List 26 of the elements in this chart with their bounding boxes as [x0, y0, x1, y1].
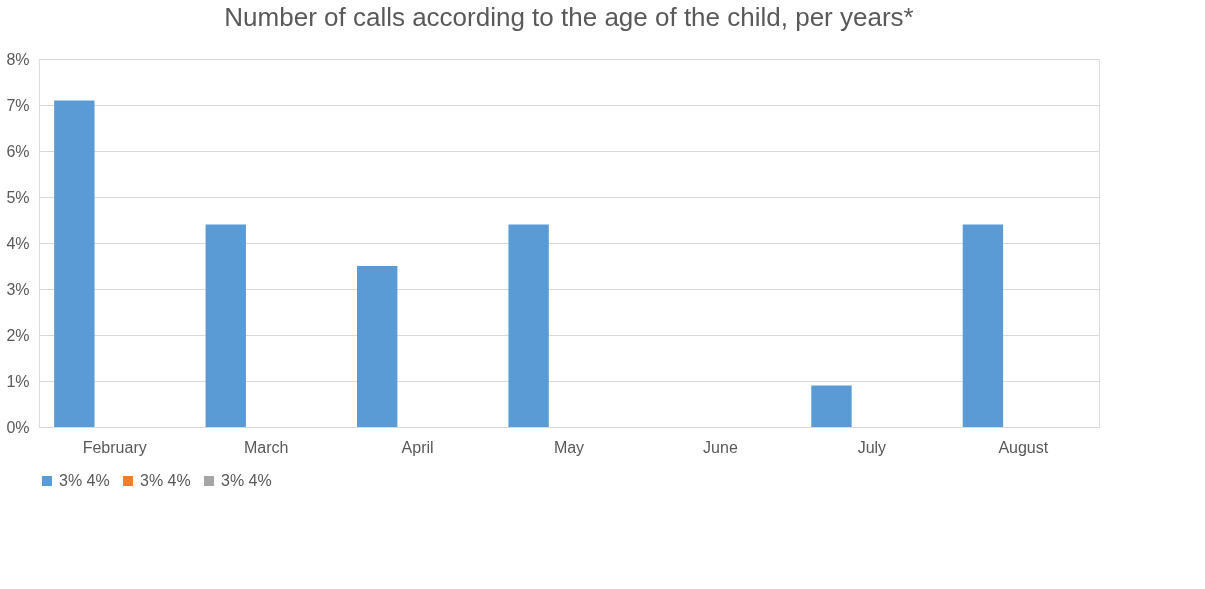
bar — [811, 385, 852, 427]
bar — [54, 100, 95, 427]
bar — [357, 266, 398, 427]
y-tick-label: 0% — [6, 418, 30, 436]
legend-label: 3% 4% — [221, 472, 272, 489]
y-tick-label: 5% — [6, 188, 30, 206]
legend-label: 3% 4% — [59, 472, 110, 489]
x-tick-label: April — [401, 438, 434, 456]
x-tick-label: May — [553, 438, 585, 456]
y-tick-label: 2% — [6, 326, 30, 344]
y-tick-label: 3% — [6, 280, 30, 298]
y-tick-label: 6% — [6, 142, 30, 160]
x-tick-label: July — [857, 438, 887, 456]
x-tick-label: August — [998, 438, 1049, 456]
y-tick-label: 8% — [6, 50, 30, 68]
x-tick-label: June — [703, 438, 738, 456]
y-tick-label: 4% — [6, 234, 30, 252]
x-tick-label: March — [243, 438, 289, 456]
y-tick-label: 7% — [6, 96, 30, 114]
bar — [205, 224, 246, 427]
bar — [508, 224, 549, 427]
bar — [962, 224, 1004, 427]
y-tick-label: 1% — [6, 372, 30, 390]
legend-label: 3% 4% — [140, 472, 191, 489]
chart-title: Number of calls according to the age of the child, per years* — [224, 2, 914, 32]
x-tick-label: February — [82, 438, 147, 456]
